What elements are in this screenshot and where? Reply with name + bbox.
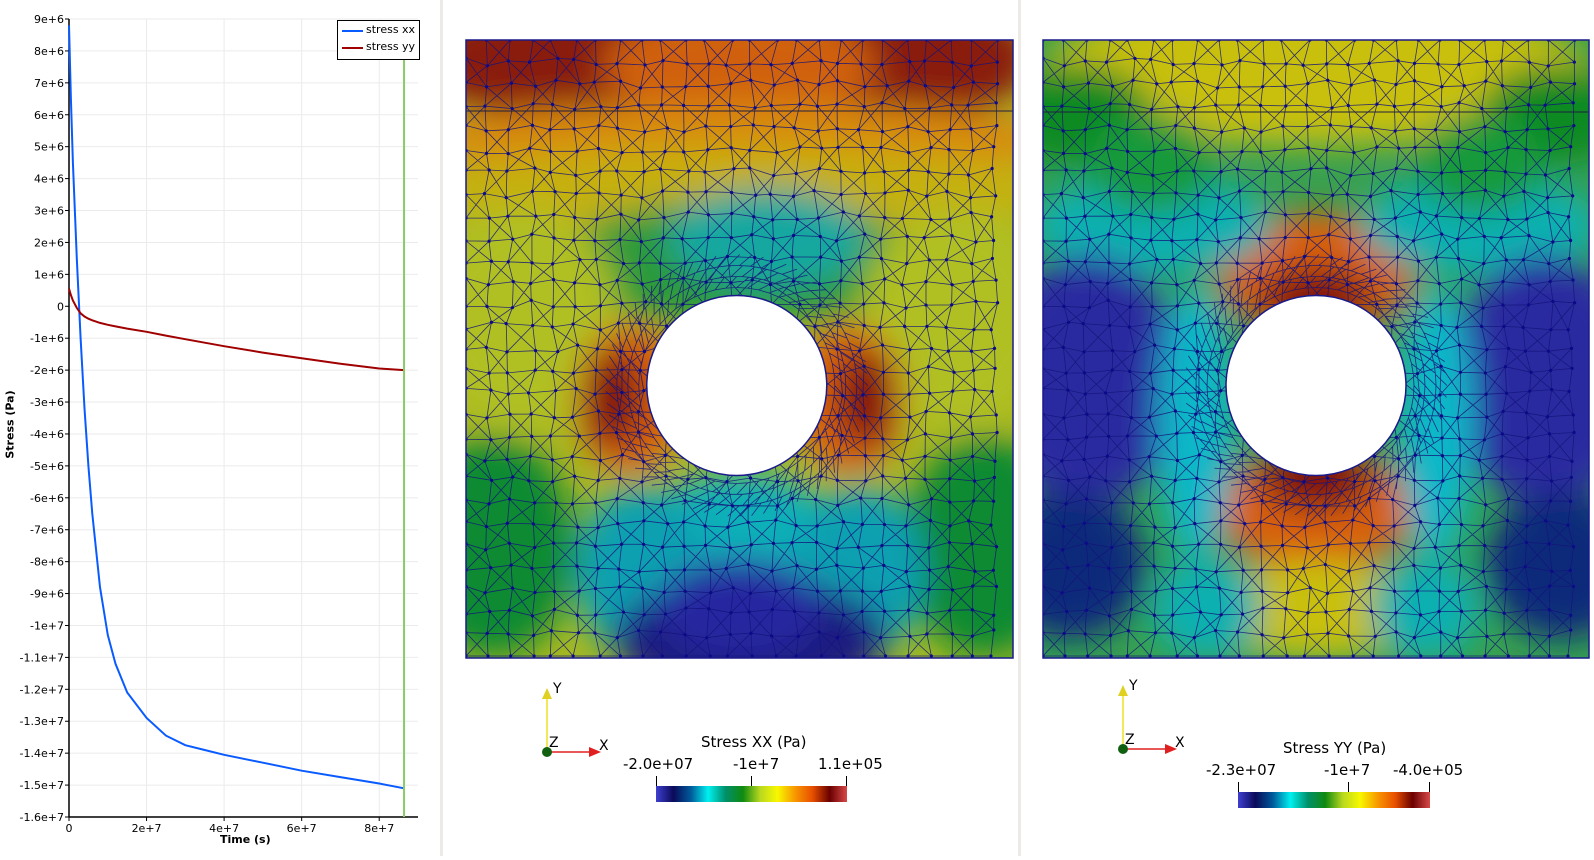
axis-y-label: Y bbox=[1129, 678, 1138, 694]
legend-label-stress-yy: stress yy bbox=[366, 40, 416, 53]
chart-legend: stress xx stress yy bbox=[337, 20, 420, 60]
stress-xx-render-view[interactable]: Y Z X Stress XX (Pa) -2.0e+07 -1e+7 1.1e… bbox=[443, 0, 1018, 856]
color-bar bbox=[656, 786, 847, 802]
y-tick-label: 4e+6 bbox=[34, 173, 64, 186]
y-tick-label: -1.1e+7 bbox=[20, 651, 64, 664]
scalar-bar-title: Stress YY (Pa) bbox=[1283, 739, 1387, 757]
legend-swatch-stress-xx bbox=[342, 30, 363, 32]
y-tick-label: -1e+7 bbox=[30, 619, 64, 632]
y-tick-label: 9e+6 bbox=[34, 13, 64, 26]
line-chart[interactable]: 9e+6 8e+6 7e+6 6e+6 5e+6 4e+6 3e+6 2e+6 1e+6 0 -1e… bbox=[0, 0, 440, 856]
axis-z-label: Z bbox=[1125, 732, 1135, 748]
x-tick-label: 8e+7 bbox=[364, 822, 394, 835]
x-tick-label: 0 bbox=[66, 822, 73, 835]
scalar-bar-mid-label: -1e+7 bbox=[1324, 761, 1371, 779]
y-tick-label: 5e+6 bbox=[34, 141, 64, 154]
hole bbox=[1226, 295, 1406, 476]
axis-x-label: X bbox=[1175, 735, 1185, 751]
view-splitter-1[interactable] bbox=[440, 0, 443, 856]
x-axis-title: Time (s) bbox=[220, 833, 271, 846]
scalar-bar-min-label: -2.3e+07 bbox=[1206, 761, 1277, 779]
hole bbox=[646, 295, 827, 476]
y-tick-label: -6e+6 bbox=[30, 492, 64, 505]
series-stress-xx bbox=[68, 25, 405, 790]
y-tick-label: 8e+6 bbox=[34, 45, 64, 58]
y-tick-label: -2e+6 bbox=[30, 364, 64, 377]
y-tick-label: -1.5e+7 bbox=[20, 779, 64, 792]
x-tick-label: 6e+7 bbox=[287, 822, 317, 835]
color-bar bbox=[1238, 792, 1430, 808]
y-tick-label: -8e+6 bbox=[30, 556, 64, 569]
legend-label-stress-xx: stress xx bbox=[366, 23, 416, 36]
y-tick-label: 2e+6 bbox=[34, 236, 64, 249]
y-tick-label: 7e+6 bbox=[34, 77, 64, 90]
y-tick-label: -1.2e+7 bbox=[20, 683, 64, 696]
y-tick-label: -9e+6 bbox=[30, 588, 64, 601]
y-tick-label: -3e+6 bbox=[30, 396, 64, 409]
axis-x-label: X bbox=[599, 738, 609, 754]
legend-swatch-stress-yy bbox=[342, 47, 363, 49]
y-tick-label: -5e+6 bbox=[30, 460, 64, 473]
y-axis-title: Stress (Pa) bbox=[3, 390, 17, 459]
view-splitter-2[interactable] bbox=[1018, 0, 1021, 856]
stress-yy-render-view[interactable]: Y Z X Stress YY (Pa) -2.3e+07 -1e+7 -4.0… bbox=[1021, 0, 1594, 856]
stress-xx-mesh-render[interactable] bbox=[443, 0, 1018, 856]
y-tick-label: 6e+6 bbox=[34, 109, 64, 122]
stress-yy-mesh-render[interactable] bbox=[1021, 0, 1594, 856]
series-stress-yy bbox=[68, 288, 405, 372]
y-tick-label: 3e+6 bbox=[34, 205, 64, 218]
orientation-axes-icon bbox=[1118, 685, 1177, 754]
x-tick-label: 2e+7 bbox=[132, 822, 162, 835]
scalar-bar-max-label: -4.0e+05 bbox=[1393, 761, 1464, 779]
y-tick-label: -1.6e+7 bbox=[20, 811, 64, 824]
y-tick-label: -1.3e+7 bbox=[20, 715, 64, 728]
orientation-axes-icon bbox=[542, 688, 601, 757]
y-tick-label: -4e+6 bbox=[30, 428, 64, 441]
y-tick-label: 1e+6 bbox=[34, 268, 64, 281]
x-tick-label: 4e+7 bbox=[209, 822, 239, 835]
scalar-bar-max-label: 1.1e+05 bbox=[818, 755, 883, 773]
axis-y-label: Y bbox=[553, 681, 562, 697]
scalar-bar-min-label: -2.0e+07 bbox=[623, 755, 694, 773]
y-tick-label: -1.4e+7 bbox=[20, 747, 64, 760]
scalar-bar-mid-label: -1e+7 bbox=[733, 755, 780, 773]
y-tick-label: -7e+6 bbox=[30, 524, 64, 537]
y-tick-label: -1e+6 bbox=[30, 332, 64, 345]
line-chart-view[interactable]: 9e+6 8e+6 7e+6 6e+6 5e+6 4e+6 3e+6 2e+6 1e+6 0 -1e… bbox=[0, 0, 440, 856]
axis-z-label: Z bbox=[549, 735, 559, 751]
scalar-bar-title: Stress XX (Pa) bbox=[701, 733, 807, 751]
y-tick-label: 0 bbox=[57, 300, 64, 313]
